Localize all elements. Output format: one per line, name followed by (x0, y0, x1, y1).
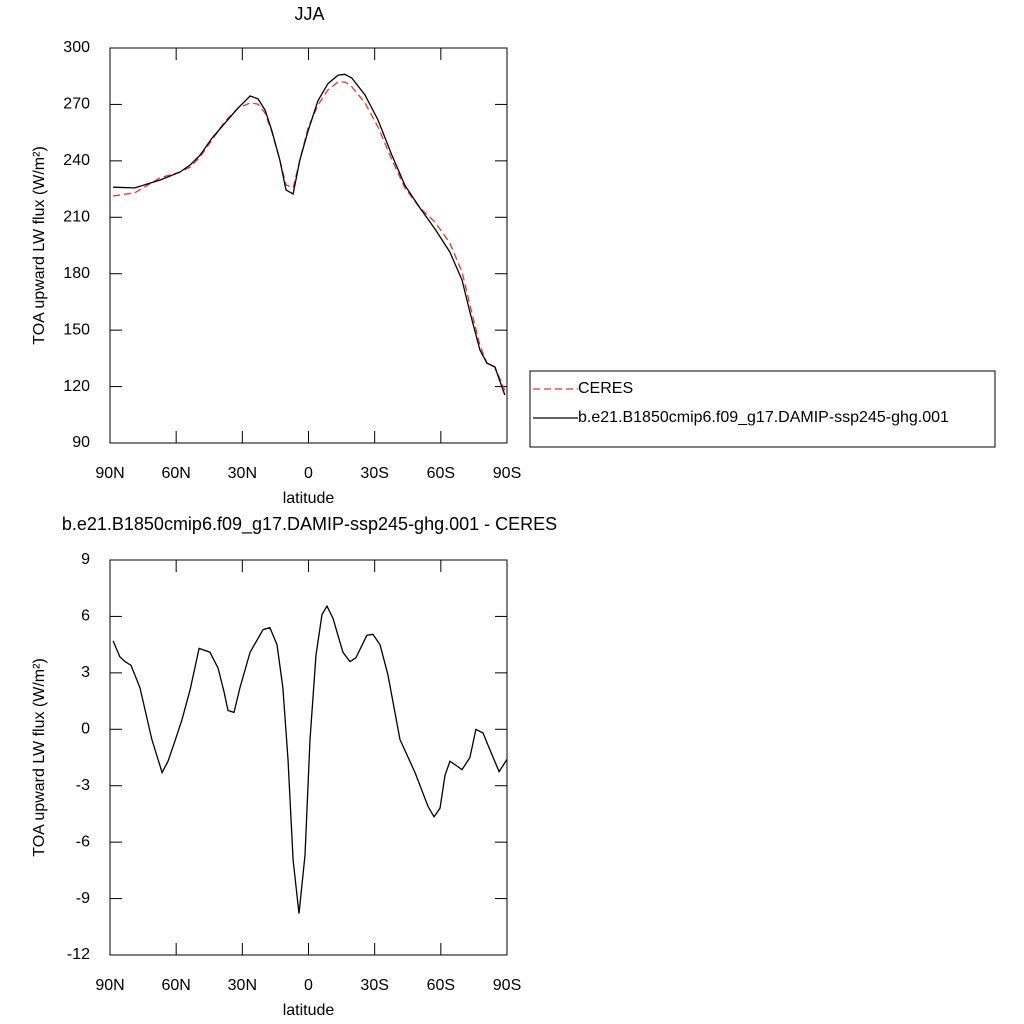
line-series (112, 604, 508, 914)
x-tick-label: 30N (228, 977, 257, 994)
y-tick-label: 150 (63, 321, 90, 338)
chart-title: JJA (294, 4, 324, 24)
x-tick-label: 90S (493, 977, 521, 994)
x-tick-label: 30S (360, 465, 388, 482)
y-tick-label: -9 (76, 890, 90, 907)
legend-label: CERES (578, 380, 633, 397)
x-tick-label: 60N (161, 465, 190, 482)
y-tick-label: 6 (81, 608, 90, 625)
y-tick-label: -12 (67, 946, 90, 963)
x-tick-label: 0 (304, 977, 313, 994)
y-tick-label: 270 (63, 96, 90, 113)
legend-label: b.e21.B1850cmip6.f09_g17.DAMIP-ssp245-gh… (578, 409, 949, 426)
line-series (113, 81, 506, 391)
x-tick-label: 0 (304, 465, 313, 482)
y-tick-label: 240 (63, 152, 90, 169)
chart-title: b.e21.B1850cmip6.f09_g17.DAMIP-ssp245-gh… (62, 514, 557, 535)
y-tick-label: 180 (63, 265, 90, 282)
x-axis-label: latitude (283, 1002, 335, 1019)
y-tick-label: -6 (76, 833, 90, 850)
y-tick-label: -3 (76, 777, 90, 794)
y-tick-label: 120 (63, 378, 90, 395)
y-tick-label: 3 (81, 664, 90, 681)
plot-frame (109, 47, 508, 444)
y-tick-label: 9 (81, 551, 90, 568)
x-tick-label: 90S (493, 465, 521, 482)
legend-box (529, 370, 996, 448)
x-tick-label: 60S (427, 465, 455, 482)
x-tick-label: 60S (427, 977, 455, 994)
line-series (113, 73, 506, 396)
y-axis-label: TOA upward LW flux (W/m²) (31, 658, 48, 857)
y-tick-label: 210 (63, 209, 90, 226)
x-tick-label: 90N (95, 465, 124, 482)
x-tick-label: 60N (161, 977, 190, 994)
y-tick-label: 300 (63, 39, 90, 56)
x-tick-label: 30S (360, 977, 388, 994)
x-axis-label: latitude (283, 490, 335, 507)
y-axis-label: TOA upward LW flux (W/m²) (31, 146, 48, 345)
y-tick-label: 90 (72, 434, 90, 451)
y-tick-label: 0 (81, 721, 90, 738)
x-tick-label: 30N (228, 465, 257, 482)
x-tick-label: 90N (95, 977, 124, 994)
